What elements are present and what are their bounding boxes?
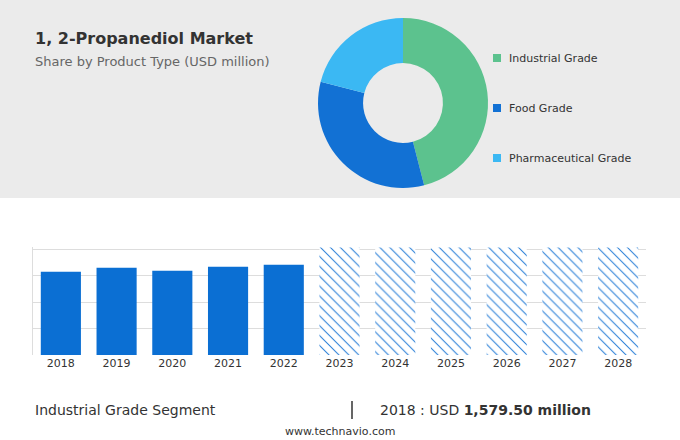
svg-text:www.technavio.com: www.technavio.com <box>285 425 395 438</box>
svg-text:2025: 2025 <box>437 357 465 370</box>
svg-text:2022: 2022 <box>270 357 298 370</box>
svg-text:Industrial Grade: Industrial Grade <box>509 52 598 65</box>
svg-text:2023: 2023 <box>326 357 354 370</box>
svg-text:Food Grade: Food Grade <box>509 102 573 115</box>
svg-text:2018 : USD 1,579.50 million: 2018 : USD 1,579.50 million <box>380 402 591 418</box>
svg-text:2020: 2020 <box>158 357 186 370</box>
svg-text:2028: 2028 <box>604 357 632 370</box>
svg-text:1, 2-Propanediol Market: 1, 2-Propanediol Market <box>35 29 253 48</box>
svg-text:2019: 2019 <box>103 357 131 370</box>
svg-text:2026: 2026 <box>493 357 521 370</box>
svg-text:Industrial Grade Segment: Industrial Grade Segment <box>35 402 216 418</box>
svg-text:2018: 2018 <box>47 357 75 370</box>
svg-text:Share by Product Type (USD mil: Share by Product Type (USD million) <box>35 54 270 69</box>
svg-text:2027: 2027 <box>548 357 576 370</box>
svg-text:2024: 2024 <box>381 357 409 370</box>
svg-text:2021: 2021 <box>214 357 242 370</box>
svg-text:Pharmaceutical Grade: Pharmaceutical Grade <box>509 152 631 165</box>
